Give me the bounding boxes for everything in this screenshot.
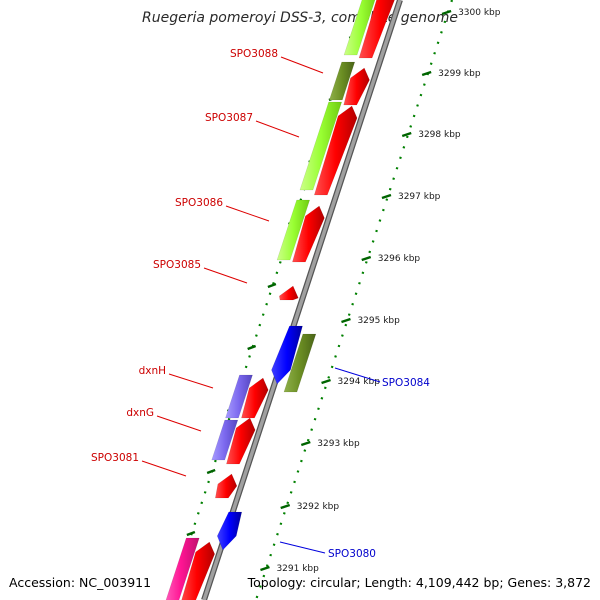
scale-tick-mark xyxy=(280,503,291,510)
leader-line xyxy=(225,205,270,222)
gene-label-dxnh[interactable]: dxnH xyxy=(139,365,166,377)
feature-lime[interactable] xyxy=(299,101,343,191)
cds-forward[interactable] xyxy=(241,377,269,419)
scale-tick-label: 3293 kbp xyxy=(317,439,360,449)
scale-tick-mark xyxy=(341,317,351,324)
gene-label-dxng[interactable]: dxnG xyxy=(126,407,154,419)
gene-label-spo3088[interactable]: SPO3088 xyxy=(230,48,278,60)
scale-tick-mark xyxy=(247,344,257,351)
cds-reverse[interactable] xyxy=(271,325,303,385)
gene-label-spo3086[interactable]: SPO3086 xyxy=(175,197,223,209)
scale-tick-mark xyxy=(421,70,432,77)
scale-tick-mark xyxy=(186,530,196,537)
cds-forward[interactable] xyxy=(292,205,325,263)
leader-line xyxy=(334,367,381,383)
leader-line xyxy=(279,541,326,554)
leader-line xyxy=(156,415,202,432)
scale-tick-label: 3292 kbp xyxy=(297,502,340,512)
scale-tick-mark xyxy=(300,440,311,447)
feature-purple[interactable] xyxy=(225,374,253,419)
cds-forward[interactable] xyxy=(179,541,215,600)
cds-forward[interactable] xyxy=(358,0,401,59)
gene-label-spo3080[interactable]: SPO3080 xyxy=(328,548,376,560)
gene-label-spo3085[interactable]: SPO3085 xyxy=(153,259,201,271)
feature-olive[interactable] xyxy=(328,61,356,101)
feature-pink[interactable] xyxy=(163,537,200,600)
scale-tick-label: 3300 kbp xyxy=(458,8,501,18)
feature-lime[interactable] xyxy=(343,0,378,56)
gene-label-spo3087[interactable]: SPO3087 xyxy=(205,112,253,124)
leader-line xyxy=(280,56,324,74)
scale-tick-mark xyxy=(361,255,372,262)
scale-tick-mark xyxy=(267,282,277,289)
cds-reverse[interactable] xyxy=(216,511,243,551)
cds-forward[interactable] xyxy=(343,67,370,106)
scale-tick-mark xyxy=(206,468,216,475)
genome-backbone xyxy=(201,0,403,600)
leader-line xyxy=(141,460,187,477)
features-track xyxy=(163,0,401,600)
gene-label-spo3084[interactable]: SPO3084 xyxy=(382,377,430,389)
scale-track: 3300 kbp 3299 kbp 3298 kbp 3297 kbp 3296 kbp… xyxy=(168,0,501,600)
map-title: Ruegeria pomeroyi DSS-3, complete genome xyxy=(142,10,458,26)
leader-line xyxy=(255,120,300,138)
scale-tick-label: 3294 kbp xyxy=(338,377,381,387)
scale-tick-label: 3291 kbp xyxy=(276,564,319,574)
gene-labels: SPO3088 SPO3087 SPO3086 SPO3085 dxnH dxn… xyxy=(91,48,430,560)
cds-forward[interactable] xyxy=(313,105,358,196)
scale-tick-mark xyxy=(381,193,392,200)
feature-purple[interactable] xyxy=(211,419,239,461)
feature-olive[interactable] xyxy=(283,333,317,393)
scale-tick-label: 3295 kbp xyxy=(357,316,400,326)
accession-text: Accession: NC_003911 xyxy=(9,575,151,590)
leader-line xyxy=(203,267,248,284)
feature-lime[interactable] xyxy=(276,199,311,261)
scale-tick-label: 3296 kbp xyxy=(378,254,421,264)
scale-tick-mark xyxy=(441,9,452,16)
scale-tick-mark xyxy=(260,565,270,572)
scale-tick-mark xyxy=(401,131,412,138)
cds-forward[interactable] xyxy=(215,473,238,499)
cds-forward[interactable] xyxy=(226,417,256,465)
leader-line xyxy=(168,373,214,389)
cds-forward[interactable] xyxy=(279,285,299,301)
gene-label-spo3081[interactable]: SPO3081 xyxy=(91,452,139,464)
scale-tick-label: 3297 kbp xyxy=(398,192,441,202)
scale-tick-label: 3299 kbp xyxy=(438,69,481,79)
scale-tick-mark xyxy=(321,378,331,385)
scale-tick-label: 3298 kbp xyxy=(418,130,461,140)
genome-summary-text: Topology: circular; Length: 4,109,442 bp… xyxy=(247,575,591,590)
